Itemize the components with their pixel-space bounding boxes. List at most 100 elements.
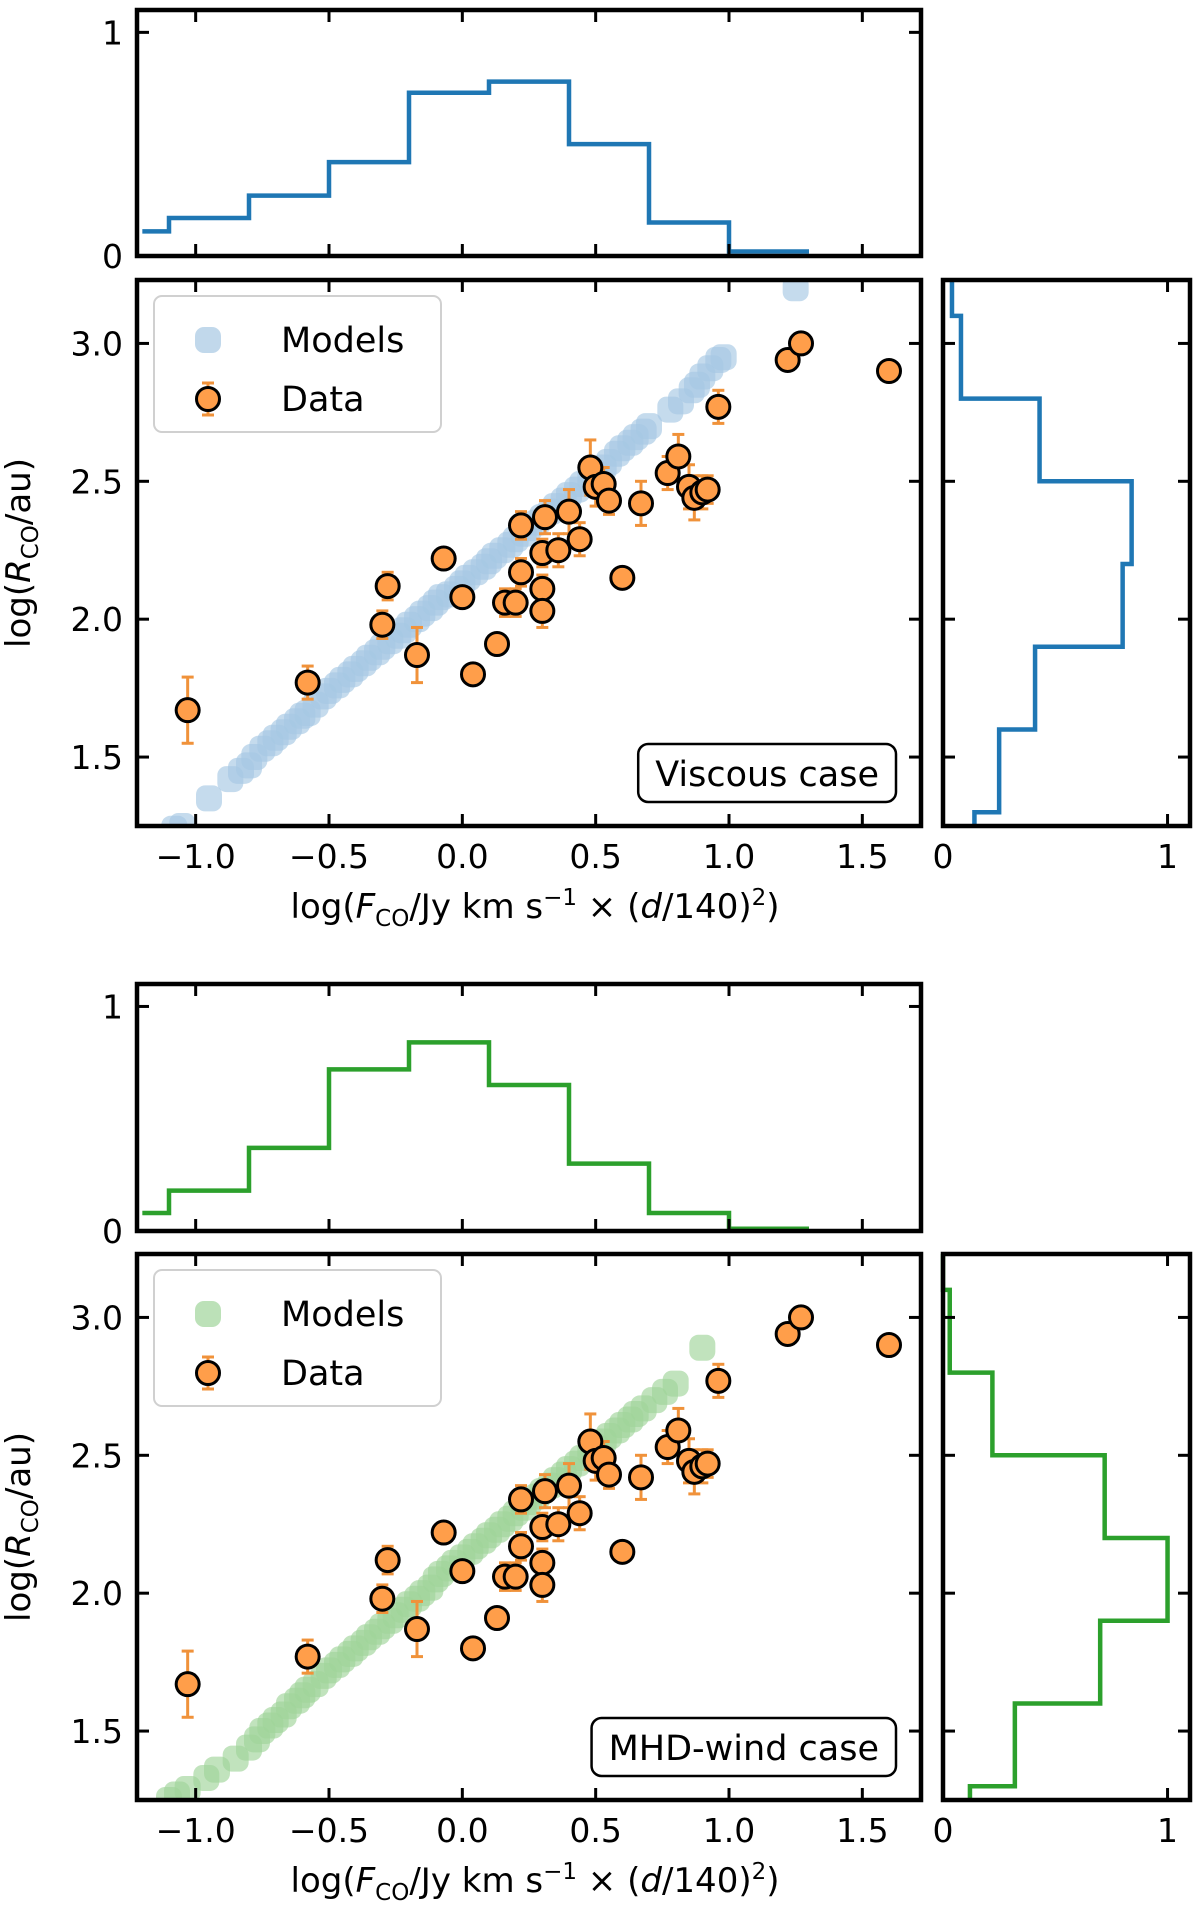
data-point [694,476,721,503]
data-point [484,1605,510,1631]
data-point [788,330,814,357]
hist-top-frame [134,981,924,1234]
y-tick-label: 3.0 [71,1298,123,1337]
legend-data-label: Data [281,1354,365,1394]
plot-area [161,280,902,826]
data-series [174,1304,902,1698]
data-point [532,504,558,531]
legend-data-label: Data [281,380,365,420]
x-tick-label: 1.0 [703,1811,755,1850]
hist-right-x-label: 1 [1157,837,1178,876]
hist-right-x-label: 1 [1157,1811,1178,1850]
data-point [449,584,476,611]
y-tick-label: 1.5 [71,1712,123,1751]
hist-right-frame [940,1251,1193,1803]
model-point [169,813,196,826]
model-point [710,344,737,371]
main-axes-frame [134,1251,924,1803]
legend: Models Data [153,295,442,433]
data-point [628,490,654,517]
data-point [556,1472,582,1499]
x-tick-label: 0.5 [569,837,621,876]
legend-models-label: Models [281,321,404,361]
data-point [369,1585,396,1612]
legend-models-label: Models [281,1295,404,1335]
panel-mhd-wind: −1.0 −0.5 0.0 0.5 1.0 1.5 1.5 2.0 2.5 3.0 log(FCO/… [0,981,1193,1906]
data-point [404,642,430,669]
main-axes-frame [134,277,924,829]
data-point [694,1450,721,1477]
hist-top-frame [134,7,924,259]
x-tick-label: 1.5 [836,1811,888,1850]
hist-right-step [949,280,1134,826]
data-point [460,661,486,688]
data-point [545,1511,572,1538]
y-tick-label: 2.0 [71,1574,123,1613]
x-tick-label: 1.5 [836,837,888,876]
data-point [508,1486,534,1513]
data-point [508,559,534,586]
data-point [294,1643,321,1670]
data-point [508,512,534,539]
hist-top-y-label: 0 [102,237,123,276]
data-point [460,1635,486,1662]
x-tick-label: 1.0 [703,837,755,876]
data-point [596,1461,622,1488]
x-tick-label: 0.0 [436,1811,488,1850]
case-box [590,1716,898,1778]
data-point [430,545,457,572]
data-series [174,330,902,724]
hist-top-y-label: 1 [102,987,123,1026]
hist-right-x-label: 0 [933,1811,954,1850]
hist-top: 01 [102,981,924,1251]
data-point [294,669,321,696]
data-point [788,1304,814,1331]
hist-right-x-label: 0 [933,837,954,876]
data-point [628,1464,654,1491]
model-point [662,1370,689,1397]
case-annotation: MHD-wind case [590,1716,898,1778]
hist-top-step [142,79,809,254]
y-tick-label: 3.0 [71,324,123,363]
data-point [876,358,902,384]
data-point [556,498,582,525]
data-point [596,487,622,514]
data-point [374,573,401,600]
model-point [196,785,222,812]
x-tick-label: −1.0 [156,837,236,876]
hist-right-frame [940,277,1193,829]
legend-data-marker [195,1360,221,1386]
data-point [508,1533,534,1560]
legend: Models Data [153,1269,442,1407]
hist-top: 01 [102,7,924,276]
case-label: Viscous case [655,755,879,795]
x-tick-label: −0.5 [289,1811,369,1850]
hist-top-y-label: 1 [102,13,123,52]
data-point [545,537,572,564]
legend-models-marker [195,327,221,353]
data-point [876,1332,902,1358]
data-point [529,597,556,624]
y-tick-label: 2.5 [71,462,123,501]
data-point [665,1417,692,1444]
legend-data-marker [195,386,221,412]
legend-models-marker [195,1301,221,1327]
data-point [665,443,692,470]
data-point [705,1367,732,1394]
legend-box [153,1269,442,1407]
data-point [430,1519,457,1546]
data-point [566,526,593,553]
data-point [374,1547,401,1574]
data-point [529,575,556,602]
x-tick-label: −1.0 [156,1811,236,1850]
plot-area [156,1304,902,1800]
model-point [689,1334,716,1361]
x-tick-label: 0.5 [569,1811,621,1850]
y-tick-label: 1.5 [71,738,123,777]
x-tick-label: 0.0 [436,837,488,876]
data-point [369,611,396,638]
data-point [404,1616,430,1643]
